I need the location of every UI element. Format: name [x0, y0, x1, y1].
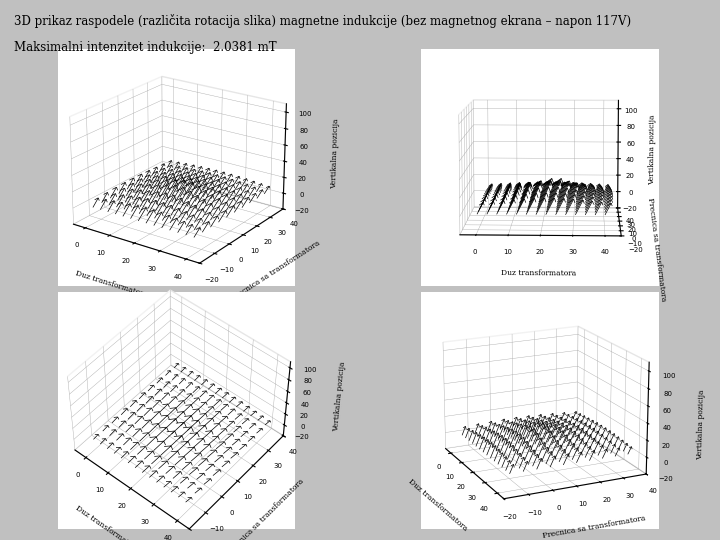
Text: 3D prikaz raspodele (različita rotacija slika) magnetne indukcije (bez magnetnog: 3D prikaz raspodele (različita rotacija … — [14, 14, 631, 28]
Y-axis label: Precnica sa transformatora: Precnica sa transformatora — [542, 515, 647, 540]
X-axis label: Duz transformatora: Duz transformatora — [73, 504, 140, 540]
X-axis label: Duz transformatora: Duz transformatora — [407, 477, 469, 532]
Y-axis label: Precnica sa transformatora: Precnica sa transformatora — [230, 239, 321, 302]
X-axis label: Duz transformatora: Duz transformatora — [501, 269, 577, 278]
Text: Maksimalni intenzitet indukcije:  2.0381 mT: Maksimalni intenzitet indukcije: 2.0381 … — [14, 40, 277, 53]
Y-axis label: Precnica sa transformatora: Precnica sa transformatora — [226, 477, 306, 540]
Y-axis label: Precnica sa transformatora: Precnica sa transformatora — [646, 197, 667, 301]
X-axis label: Duz transformatora: Duz transformatora — [74, 269, 148, 299]
